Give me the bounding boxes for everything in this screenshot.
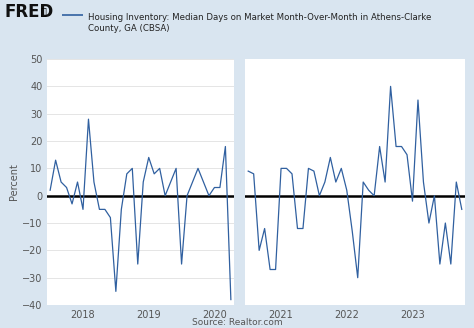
Text: Housing Inventory: Median Days on Market Month-Over-Month in Athens-Clarke
Count: Housing Inventory: Median Days on Market… [88,13,431,32]
Text: Source: Realtor.com: Source: Realtor.com [191,318,283,327]
Y-axis label: Percent: Percent [9,164,19,200]
Text: FRED: FRED [5,3,54,21]
Text: 📈: 📈 [40,7,46,16]
